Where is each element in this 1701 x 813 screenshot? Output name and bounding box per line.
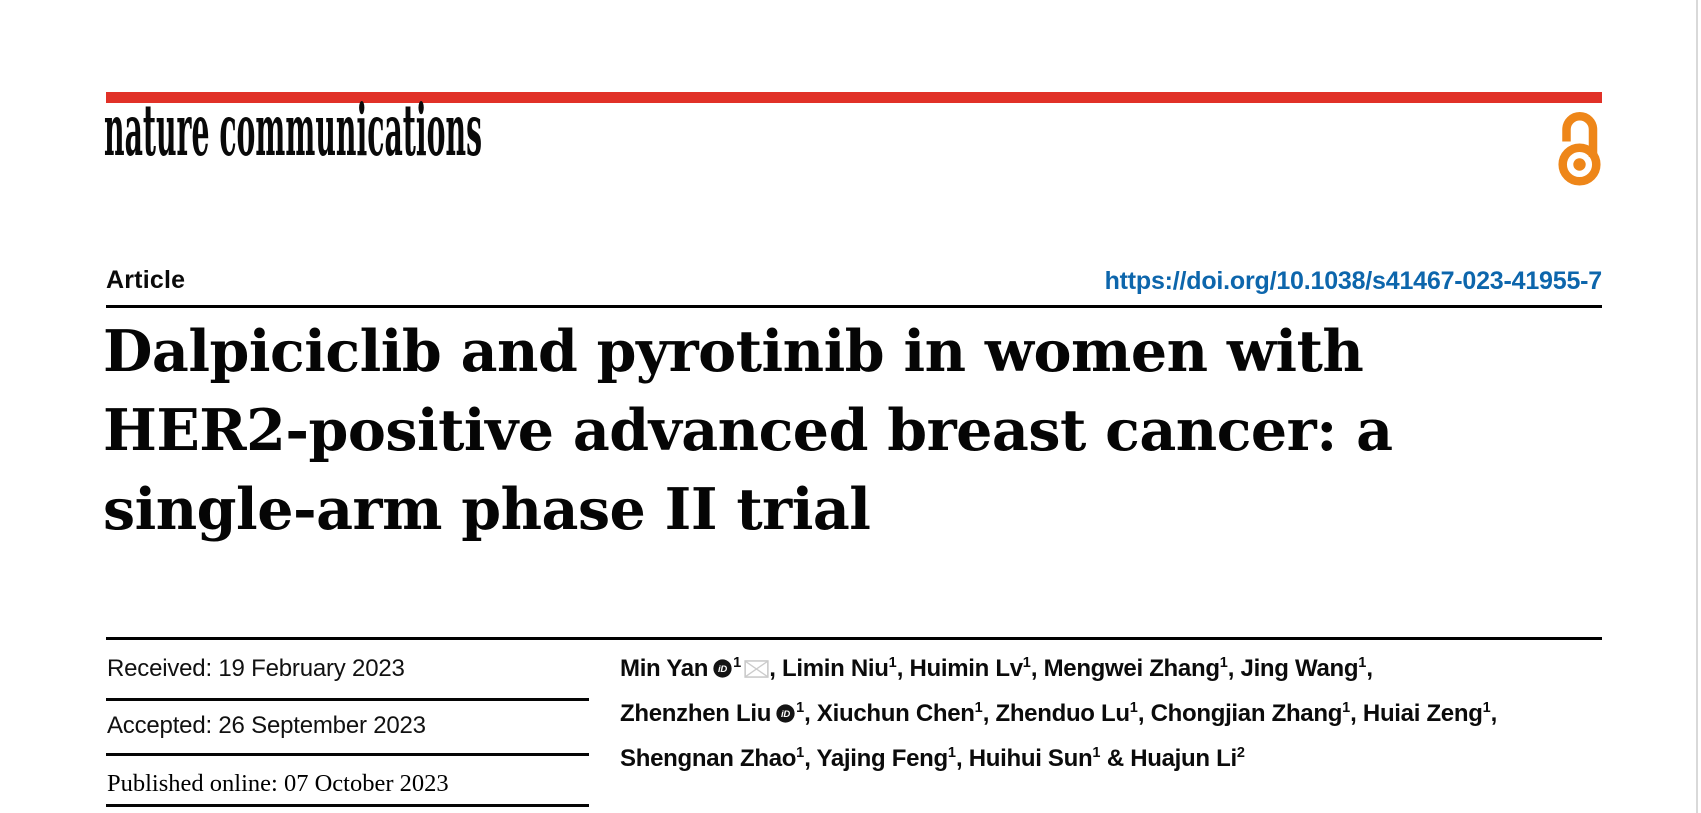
- author-name: Zhenzhen Liu: [620, 700, 772, 727]
- author-name: Shengnan Zhao: [620, 745, 797, 772]
- article-type-label: Article: [106, 266, 186, 294]
- author: Shengnan Zhao1,: [620, 745, 817, 772]
- date-rule: [106, 804, 589, 807]
- email-icon[interactable]: [744, 660, 769, 678]
- author: Limin Niu1,: [782, 655, 909, 682]
- separator: ,: [1137, 700, 1151, 727]
- author: Huajun Li2: [1130, 745, 1245, 772]
- separator: ,: [896, 655, 910, 682]
- separator-rule: [106, 637, 1602, 640]
- author: Jing Wang1,: [1240, 655, 1374, 682]
- affiliation-superscript: 1: [733, 655, 742, 671]
- accepted-date: Accepted: 26 September 2023: [107, 712, 426, 739]
- affiliation-superscript: 1: [947, 745, 956, 761]
- author-name: Huajun Li: [1130, 745, 1237, 772]
- header-rule: [106, 305, 1602, 308]
- author-name: Zhenduo Lu: [995, 700, 1130, 727]
- nature-communications-logo: nature communications: [104, 88, 482, 172]
- author: Zhenduo Lu1,: [995, 700, 1150, 727]
- author: Zhenzhen Liu iD 1,: [620, 700, 817, 727]
- author: Mengwei Zhang1,: [1044, 655, 1241, 682]
- affiliation-superscript: 1: [1092, 745, 1101, 761]
- affiliation-superscript: 1: [974, 700, 983, 716]
- separator: ,: [1030, 655, 1044, 682]
- author: Xiuchun Chen1,: [817, 700, 996, 727]
- author-name: Min Yan: [620, 655, 709, 682]
- title-line-3: single-arm phase II trial: [103, 476, 871, 543]
- doi-link[interactable]: https://doi.org/10.1038/s41467-023-41955…: [1104, 267, 1603, 295]
- affiliation-superscript: 1: [1219, 655, 1228, 671]
- date-rule: [106, 753, 589, 756]
- separator: ,: [955, 745, 969, 772]
- affiliation-superscript: 1: [1129, 700, 1138, 716]
- orcid-id-glyph: iD: [718, 664, 727, 675]
- author: Chongjian Zhang1,: [1151, 700, 1363, 727]
- author-name: Xiuchun Chen: [816, 700, 975, 727]
- orcid-id-glyph: iD: [781, 709, 790, 720]
- affiliation-superscript: 1: [1482, 700, 1491, 716]
- brand-bar: [106, 92, 1602, 103]
- orcid-icon[interactable]: iD: [776, 704, 795, 723]
- author: Huimin Lv1,: [909, 655, 1043, 682]
- affiliation-superscript: 1: [1358, 655, 1367, 671]
- page-edge-divider: [1696, 0, 1698, 813]
- author: Huiai Zeng1,: [1363, 700, 1497, 727]
- affiliation-superscript: 1: [888, 655, 897, 671]
- published-date: Published online: 07 October 2023: [107, 770, 449, 797]
- author-name: Huimin Lv: [909, 655, 1023, 682]
- received-date: Received: 19 February 2023: [107, 655, 405, 682]
- separator: ,: [804, 745, 817, 772]
- affiliation-superscript: 1: [1022, 655, 1031, 671]
- author-name: Huihui Sun: [968, 745, 1093, 772]
- author-name: Limin Niu: [781, 655, 889, 682]
- author-name: Huiai Zeng: [1362, 700, 1483, 727]
- orcid-icon[interactable]: iD: [713, 659, 732, 678]
- author-name: Jing Wang: [1240, 655, 1359, 682]
- affiliation-superscript: 1: [1342, 700, 1351, 716]
- open-access-icon: [1558, 112, 1601, 186]
- affiliation-superscript: 2: [1236, 745, 1245, 761]
- article-title: Dalpiciclib and pyrotinib in women with H…: [103, 312, 1543, 549]
- affiliation-superscript: 1: [796, 700, 805, 716]
- separator: ,: [1227, 655, 1241, 682]
- date-rule: [106, 698, 589, 701]
- separator: ,: [1350, 700, 1363, 727]
- title-line-1: Dalpiciclib and pyrotinib in women with: [103, 318, 1364, 385]
- separator: &: [1100, 745, 1131, 772]
- title-line-2: HER2-positive advanced breast cancer: a: [103, 397, 1393, 464]
- author: Yajing Feng1,: [817, 745, 969, 772]
- author-list: Min Yan iD 1, Limin Niu1, Huimin Lv1, Meng…: [620, 646, 1530, 781]
- separator: ,: [1490, 700, 1498, 727]
- author: Min Yan iD 1,: [620, 655, 782, 682]
- separator: ,: [982, 700, 996, 727]
- affiliation-superscript: 1: [796, 745, 805, 761]
- separator: ,: [804, 700, 817, 727]
- author-name: Chongjian Zhang: [1150, 700, 1343, 727]
- separator: ,: [769, 655, 782, 682]
- logo-text: nature communications: [104, 88, 482, 172]
- separator: ,: [1366, 655, 1373, 682]
- author-name: Mengwei Zhang: [1043, 655, 1220, 682]
- author: Huihui Sun1: [969, 745, 1101, 772]
- author-name: Yajing Feng: [816, 745, 949, 772]
